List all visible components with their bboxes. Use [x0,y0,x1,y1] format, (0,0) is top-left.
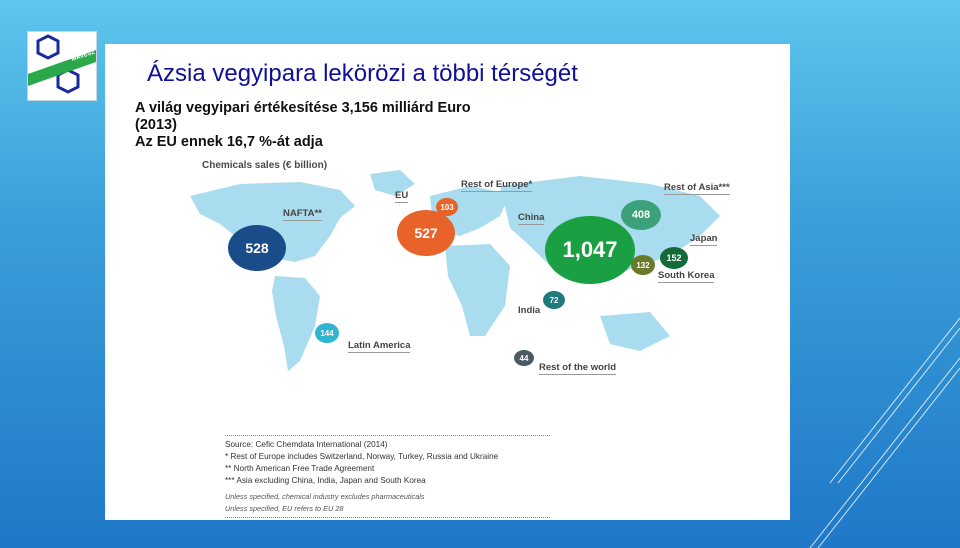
region-south-korea-label: South Korea [658,270,715,283]
region-nafta-label: NAFTA** [283,208,322,221]
region-south-korea-bubble: 132 [631,255,655,275]
region-latin-america-bubble: 144 [315,323,339,343]
slide-title: Ázsia vegyipara lekörözi a többi térségé… [147,60,578,87]
notes: Source: Cefic Chemdata International (20… [225,435,550,521]
subtitle-line-3: Az EU ennek 16,7 %-át adja [135,134,323,150]
world-map [190,170,720,371]
region-rest-of-europe-value: 103 [440,202,454,212]
region-rest-of-world-label: Rest of the world [539,362,617,375]
region-rest-of-asia-label: Rest of Asia*** [664,182,730,195]
region-rest-of-europe-label: Rest of Europe* [461,179,533,192]
region-nafta-value: 528 [245,240,269,256]
region-japan-bubble: 152 [660,247,688,269]
note-4: Unless specified, chemical industry excl… [225,492,425,501]
note-1: * Rest of Europe includes Switzerland, N… [225,452,499,461]
region-south-korea-value: 132 [636,260,650,270]
region-rest-of-asia-bubble: 408 [621,200,661,230]
region-japan-value: 152 [666,253,682,263]
region-eu-label: EU [395,190,409,203]
region-japan-label: Japan [690,233,718,246]
region-latin-america-label: Latin America [348,340,411,353]
slide-content: Ázsia vegyipara lekörözi a többi térségé… [105,44,790,520]
mavesz-logo: MAVESZ [27,31,97,101]
region-rest-of-europe-bubble: 103 [436,198,458,216]
note-source: Source: Cefic Chemdata International (20… [225,440,388,449]
region-rest-of-asia-value: 408 [631,209,651,221]
map-caption: Chemicals sales (€ billion) [202,160,328,171]
region-eu-value: 527 [414,225,438,241]
decorative-lines [809,317,960,548]
region-nafta-bubble: 528 [228,225,286,271]
note-3: *** Asia excluding China, India, Japan a… [225,476,426,485]
slide-subtitle: A világ vegyipari értékesítése 3,156 mil… [135,100,495,151]
region-eu-bubble: 527 [397,210,455,256]
region-china-bubble: 1,047 [545,216,635,284]
note-2: ** North American Free Trade Agreement [225,464,375,473]
notes-divider-bottom [225,517,550,518]
region-india-bubble: 72 [543,291,565,309]
notes-divider [225,435,550,436]
region-china-label: China [518,212,545,225]
logo-emblem: MAVESZ [28,34,96,94]
region-rest-of-world-bubble: 44 [514,350,534,366]
subtitle-line-2: (2013) [135,117,177,133]
region-india-value: 72 [549,295,559,305]
region-rest-of-world-value: 44 [519,353,529,363]
note-5: Unless specified, EU refers to EU 28 [225,504,344,513]
subtitle-line-1: A világ vegyipari értékesítése 3,156 mil… [135,100,471,116]
region-latin-america-value: 144 [320,328,334,338]
region-china-value: 1,047 [562,237,618,262]
region-india-label: India [518,305,541,316]
